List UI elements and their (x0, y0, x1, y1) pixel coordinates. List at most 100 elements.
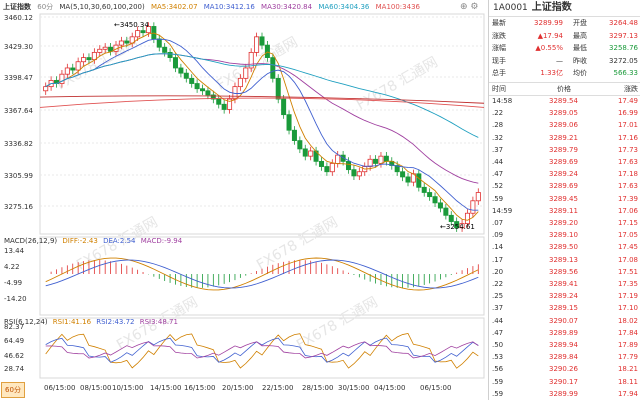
tick-head-change: 涨跌 (624, 85, 638, 93)
tick-price: 3289.99 (549, 389, 578, 398)
tick-price: 3289.94 (549, 341, 578, 349)
x-axis-label: 08/15:00 (80, 384, 112, 392)
quote-row: 现手 — 昨收 3272.05 (489, 56, 640, 67)
tick-row: .44 3289.69 17.63 (489, 156, 640, 168)
candle-body (91, 51, 97, 61)
quote-label2: 开盘 (573, 19, 587, 27)
x-axis-label: 28/15:00 (302, 384, 334, 392)
tick-price: 3290.07 (549, 316, 578, 325)
tick-change: 17.15 (617, 219, 638, 227)
x-axis-label: 30/15:00 (338, 384, 370, 392)
candle-body (356, 171, 362, 177)
macd-value: MACD:-9.94 (140, 237, 183, 245)
quote-value2: 3297.13 (609, 31, 638, 40)
tick-change: 17.51 (617, 267, 638, 276)
candle-body (329, 163, 335, 173)
tick-row: .56 3290.26 18.21 (489, 363, 640, 375)
x-axis-label: 22/15:00 (262, 384, 294, 392)
tick-change: 17.18 (617, 170, 638, 179)
watermark: FX678 汇通网 (294, 294, 381, 353)
candle-body (86, 57, 92, 61)
quote-value2: 3272.05 (609, 56, 638, 65)
tick-change: 17.89 (617, 341, 638, 349)
tick-row: .14 3289.50 17.45 (489, 241, 640, 253)
candle-body (43, 86, 49, 92)
watermark: FX678 汇通网 (254, 214, 341, 273)
candle-body (81, 57, 87, 63)
tick-time: .59 (492, 194, 504, 203)
tick-price: 3289.24 (549, 292, 578, 301)
tick-time: .56 (492, 365, 504, 374)
tick-change: 18.02 (617, 316, 638, 325)
quote-value2: 3264.48 (609, 19, 638, 27)
ma5-line (45, 32, 479, 221)
quote-value: — (556, 56, 563, 65)
tick-price: 3289.20 (549, 219, 578, 227)
candle-body (383, 155, 389, 162)
tick-time: .44 (492, 316, 504, 325)
tick-time: .59 (492, 389, 504, 398)
quote-value: 1.33亿 (540, 69, 563, 77)
tick-time: .59 (492, 377, 504, 386)
tick-row: 14:59 3289.11 17.06 (489, 205, 640, 217)
candle-body (264, 44, 270, 58)
candle-body (156, 38, 162, 48)
tick-row: .59 3290.17 18.11 (489, 376, 640, 388)
tick-row: 14:58 3289.54 17.49 (489, 95, 640, 107)
rsi1-value: RSI1:41.16 (52, 318, 92, 326)
tick-change: 17.19 (617, 292, 638, 301)
rsi2-line (45, 337, 479, 363)
rsi-label: RSI(6,12,24) (4, 318, 48, 326)
quote-row: 涨跌 ▲17.94 最高 3297.13 (489, 31, 640, 42)
candle-body (421, 186, 427, 193)
quote-label: 涨幅 (492, 44, 506, 52)
x-axis-label: 06/15:00 (420, 384, 452, 392)
tick-change: 17.94 (617, 389, 638, 398)
candle-body (178, 67, 184, 74)
tick-row: .53 3289.84 17.79 (489, 351, 640, 363)
quote-row: 最新 3289.99 开盘 3264.48 (489, 18, 640, 29)
tick-change: 17.49 (617, 97, 638, 105)
main-pane-frame (39, 13, 485, 235)
tick-change: 16.99 (617, 109, 638, 118)
zoom-icon[interactable]: ⊕ (460, 2, 468, 12)
quote-title: 1A0001 上证指数 (489, 0, 640, 17)
candle-body (427, 192, 433, 198)
period-selector[interactable]: 60分 (1, 382, 25, 398)
y-axis-label: 3305.99 (4, 172, 33, 180)
macd-axis-label: -14.20 (4, 295, 27, 303)
tick-change: 17.84 (617, 328, 638, 337)
candle-body (205, 90, 211, 96)
tick-row: .22 3289.41 17.35 (489, 278, 640, 290)
tick-row: .17 3289.13 17.08 (489, 254, 640, 266)
tick-row: .52 3289.69 17.63 (489, 180, 640, 192)
ma100-line (39, 97, 485, 108)
candle-body (281, 98, 287, 116)
macd-dea-line (45, 259, 479, 289)
candle-body (454, 221, 460, 229)
tick-change: 17.05 (617, 231, 638, 240)
quote-value2: 3258.76 (609, 44, 638, 52)
settings-icon[interactable]: ⚙ (470, 2, 479, 12)
candle-body (102, 46, 108, 50)
candle-body (64, 67, 70, 75)
candle-body (405, 176, 411, 183)
quote-label2: 最低 (573, 44, 587, 52)
tick-price: 3289.24 (549, 170, 578, 179)
candle-body (400, 171, 406, 178)
quote-value: ▲0.55% (535, 44, 563, 52)
quote-row: 总手 1.33亿 均价 566.33 (489, 68, 640, 79)
rsi1-line (45, 332, 479, 369)
candle-body (448, 214, 454, 222)
quote-label2: 昨收 (573, 56, 587, 65)
tick-head-time: 时间 (492, 85, 506, 93)
ma30-value: MA30:3420.84 (261, 3, 313, 11)
tick-change: 17.39 (617, 194, 638, 203)
tick-row: .59 3289.99 17.94 (489, 388, 640, 400)
tick-price: 3289.06 (549, 121, 578, 130)
kline-chart-area[interactable]: 上证指数 60分 MA(5,10,30,60,100,200) MA5:3402… (0, 0, 488, 400)
tick-row: .20 3289.56 17.51 (489, 266, 640, 278)
candle-body (259, 36, 265, 46)
tick-row: .32 3289.21 17.16 (489, 132, 640, 144)
candle-body (291, 129, 297, 142)
